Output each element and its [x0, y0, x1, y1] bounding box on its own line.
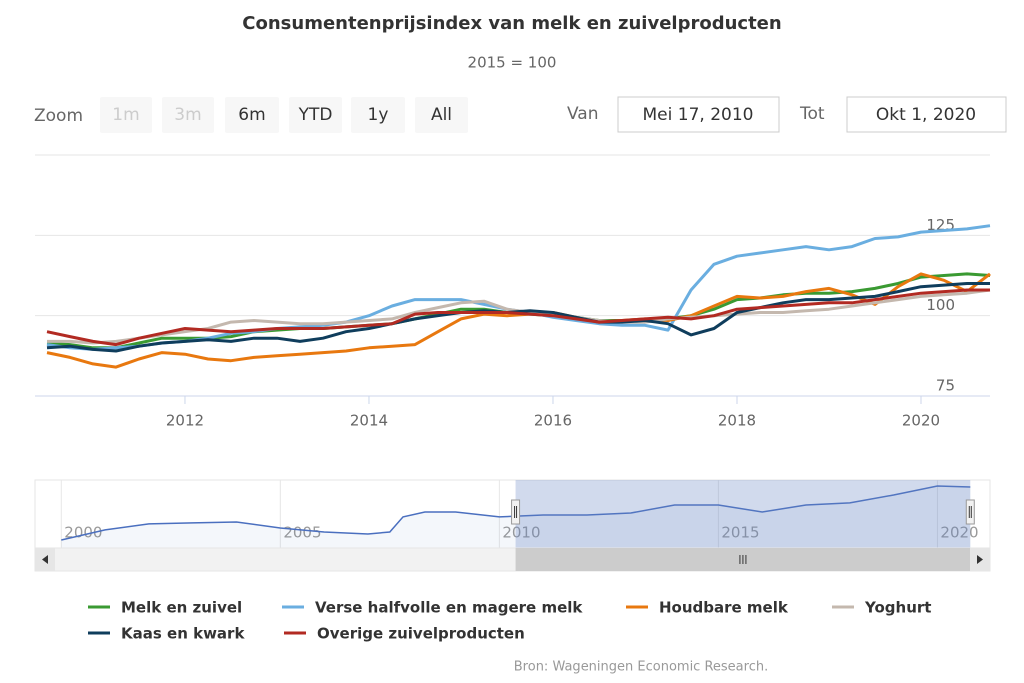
zoom-label: Zoom	[34, 106, 83, 126]
from-label: Van	[567, 104, 599, 124]
legend-label[interactable]: Overige zuivelproducten	[317, 625, 525, 643]
x-tick-label: 2014	[350, 412, 388, 430]
series-line	[46, 272, 991, 369]
navigator-selection	[515, 480, 971, 548]
navigator-tick-label: 2005	[283, 524, 321, 542]
x-tick-label: 2018	[718, 412, 756, 430]
chart-title: Consumentenprijsindex van melk en zuivel…	[242, 13, 781, 34]
zoom-button-label[interactable]: 6m	[238, 105, 265, 125]
x-tick-label: 2020	[902, 412, 940, 430]
series-line	[46, 288, 990, 347]
navigator-tick-label: 2020	[940, 524, 978, 542]
scrollbar-left-arrow	[42, 555, 48, 564]
zoom-button-label[interactable]: All	[431, 105, 452, 125]
y-tick-label: 75	[936, 377, 955, 395]
scrollbar-right-arrow	[977, 555, 983, 564]
zoom-button[interactable]	[351, 97, 405, 133]
credits: Bron: Wageningen Economic Research.	[514, 660, 768, 675]
zoom-button-label: 3m	[174, 105, 201, 125]
zoom-button-label[interactable]: 1y	[368, 105, 389, 125]
zoom-button[interactable]	[289, 97, 342, 133]
zoom-button-label: 1m	[112, 105, 139, 125]
navigator-tick-label: 2010	[502, 524, 540, 542]
x-tick-label: 2012	[166, 412, 204, 430]
y-tick-label: 100	[926, 296, 955, 314]
zoom-button[interactable]	[415, 97, 468, 133]
navigator-handle[interactable]	[511, 499, 521, 525]
to-value[interactable]: Okt 1, 2020	[876, 105, 976, 125]
zoom-button-label[interactable]: YTD	[298, 105, 333, 125]
from-value[interactable]: Mei 17, 2010	[643, 105, 754, 125]
legend-label[interactable]: Verse halfvolle en magere melk	[315, 599, 583, 617]
from-input[interactable]	[617, 96, 780, 133]
legend-label[interactable]: Houdbare melk	[659, 599, 789, 617]
zoom-button	[162, 97, 214, 133]
to-input[interactable]	[846, 96, 1007, 133]
x-tick-label: 2016	[534, 412, 572, 430]
legend-label[interactable]: Melk en zuivel	[121, 599, 242, 617]
legend-label[interactable]: Yoghurt	[864, 599, 931, 617]
zoom-button[interactable]	[225, 97, 279, 133]
navigator-handle[interactable]	[965, 499, 975, 525]
navigator-tick-label: 2015	[721, 524, 759, 542]
zoom-button	[100, 97, 152, 133]
chart-subtitle: 2015 = 100	[468, 54, 557, 72]
to-label: Tot	[799, 104, 825, 124]
navigator-line	[61, 485, 971, 541]
legend-label[interactable]: Kaas en kwark	[121, 625, 245, 643]
series-line	[46, 282, 990, 353]
